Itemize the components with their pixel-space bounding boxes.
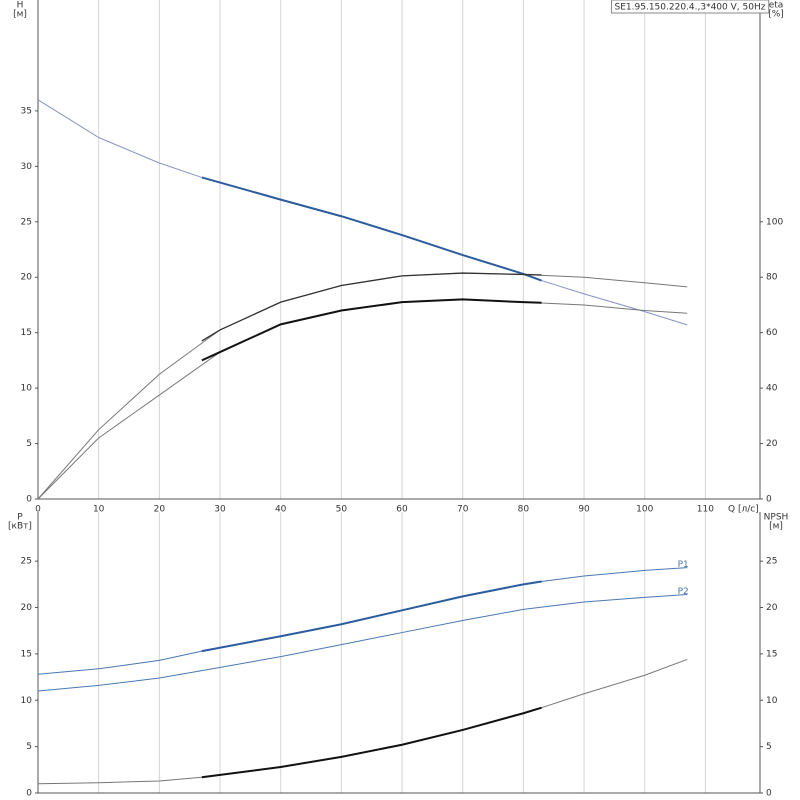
y-axis-unit: [м]	[13, 10, 27, 20]
x-tick-label: 80	[518, 505, 530, 515]
y2-axis-title: eta	[769, 1, 784, 11]
x-tick-label: 30	[214, 505, 226, 515]
y2-tick-label: 0	[766, 495, 772, 505]
chart-label: SE1.95.150.220.4.,3*400 V, 50Hz	[615, 3, 766, 13]
y2-tick-label: 5	[766, 742, 772, 752]
x-tick-label: 110	[697, 505, 714, 515]
series-line	[37, 594, 688, 692]
y-tick-label: 5	[26, 439, 32, 449]
x-tick-label: 40	[275, 505, 287, 515]
y2-tick-label: 20	[766, 439, 778, 449]
x-tick-label: 0	[35, 505, 41, 515]
series-line	[201, 298, 542, 362]
y-tick-label: 25	[21, 217, 32, 227]
y-tick-label: 0	[26, 789, 32, 799]
y-tick-label: 20	[21, 273, 33, 283]
x-tick-label: 50	[336, 505, 348, 515]
y2-axis-title: NPSH	[764, 513, 789, 523]
x-tick-label: 70	[457, 505, 469, 515]
y2-tick-label: 20	[766, 603, 778, 613]
y2-axis-unit: [%]	[768, 10, 784, 20]
series-line	[37, 658, 688, 785]
y-axis-title: H	[17, 1, 24, 11]
y-tick-label: 30	[21, 162, 33, 172]
x-tick-label: 60	[396, 505, 408, 515]
y-tick-label: 15	[21, 328, 32, 338]
y-tick-label: 35	[21, 106, 32, 116]
y2-tick-label: 0	[766, 789, 772, 799]
y2-tick-label: 60	[766, 328, 778, 338]
y-tick-label: 10	[21, 696, 33, 706]
series-line	[37, 99, 688, 326]
y-axis-title: P	[17, 513, 23, 523]
y2-tick-label: 10	[766, 696, 778, 706]
x-axis-title: Q [л/с]	[728, 505, 759, 515]
series-line	[37, 567, 688, 675]
series-line	[201, 580, 542, 653]
y-axis-unit: [кВт]	[8, 522, 32, 532]
series-line	[37, 298, 688, 500]
series-line	[201, 176, 542, 282]
y-tick-label: 0	[26, 495, 32, 505]
chart-label-box	[611, 0, 770, 14]
y-tick-label: 10	[21, 384, 33, 394]
y2-tick-label: 25	[766, 557, 777, 567]
series-label: P2	[678, 587, 689, 597]
y-tick-label: 20	[21, 603, 33, 613]
series-label: P1	[678, 560, 689, 570]
y-tick-label: 5	[26, 742, 32, 752]
series-line	[201, 272, 542, 342]
y-tick-label: 25	[21, 557, 32, 567]
x-tick-label: 100	[636, 505, 653, 515]
series-line	[201, 706, 542, 779]
x-tick-label: 10	[93, 505, 105, 515]
y2-tick-label: 15	[766, 649, 777, 659]
y2-axis-unit: [м]	[769, 522, 783, 532]
x-tick-label: 90	[578, 505, 590, 515]
y-tick-label: 15	[21, 649, 32, 659]
y2-tick-label: 80	[766, 273, 778, 283]
y2-tick-label: 40	[766, 384, 778, 394]
y2-tick-label: 100	[766, 217, 783, 227]
x-tick-label: 20	[154, 505, 166, 515]
